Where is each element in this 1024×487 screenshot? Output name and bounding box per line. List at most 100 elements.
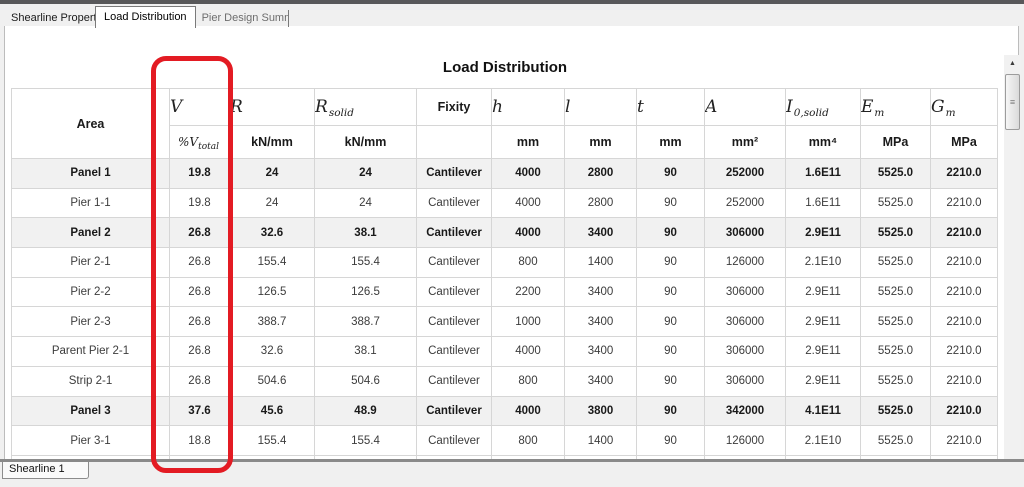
table-cell: 800	[491, 247, 565, 278]
table-cell: 2.9E11	[785, 336, 861, 367]
table-row: Panel 2 26.8 32.6 38.1 Cantilever 4000 3400 90 3…	[11, 217, 998, 249]
table-cell: 2210.0	[930, 365, 998, 397]
table-cell: 5525.0	[860, 336, 931, 367]
table-cell: 26.8	[169, 247, 230, 278]
table-cell: 2200	[491, 276, 565, 308]
table-cell: 800	[491, 425, 565, 456]
table-cell: 1.6E11	[785, 158, 861, 189]
table-row: Pier 2-2 26.8 126.5 126.5 Cantilever 2200 3400…	[11, 276, 998, 308]
scroll-up-icon[interactable]: ▲	[1004, 55, 1021, 72]
load-distribution-panel: Load Distribution Area V R Rsolid Fixity h l t A…	[4, 26, 1021, 484]
table-cell: 90	[636, 158, 705, 189]
scrollbar-thumb[interactable]: ≡	[1005, 74, 1020, 130]
unit-text: mm	[516, 135, 540, 149]
table-cell: 5525.0	[860, 276, 931, 308]
unit-text: MPa	[951, 135, 977, 149]
cell-area: Pier 2-1	[11, 247, 170, 278]
table-row: Panel 1 19.8 24 24 Cantilever 4000 2800 90 25200…	[11, 158, 998, 189]
load-distribution-table: Area V R Rsolid Fixity h l t A I0,solid Em Gm %Vtota…	[11, 88, 998, 484]
table-cell: 38.1	[314, 336, 417, 367]
table-cell: 342000	[704, 395, 786, 427]
table-cell: 4.1E11	[785, 395, 861, 427]
column-symbol-subscript: m	[945, 107, 956, 119]
table-cell: 2800	[564, 187, 637, 219]
table-cell: 155.4	[314, 425, 417, 456]
table-cell: 24	[229, 187, 315, 219]
table-cell: 306000	[704, 276, 786, 308]
table-cell: 90	[636, 425, 705, 456]
table-cell: 5525.0	[860, 247, 931, 278]
cell-area: Pier 1-1	[11, 187, 170, 219]
column-symbol: Fixity	[437, 100, 471, 114]
column-unit: mm	[636, 125, 705, 159]
table-cell: 252000	[704, 187, 786, 219]
table-cell: 1000	[491, 306, 565, 338]
table-cell: Cantilever	[416, 217, 492, 249]
table-cell: 5525.0	[860, 158, 931, 189]
unit-text: mm	[589, 135, 612, 149]
table-cell: Cantilever	[416, 425, 492, 456]
column-unit: mm	[491, 125, 565, 159]
table-cell: 90	[636, 395, 705, 427]
unit-text: MPa	[882, 135, 909, 149]
table-cell: 26.8	[169, 217, 230, 249]
column-unit: mm	[564, 125, 637, 159]
column-symbol-subscript: m	[874, 107, 885, 119]
vertical-scrollbar[interactable]: ▲ ≡ ▼	[1004, 55, 1021, 483]
column-unit: MPa	[930, 125, 998, 159]
column-symbol: h	[492, 97, 503, 117]
table-cell: 1400	[564, 425, 637, 456]
table-cell: Cantilever	[416, 306, 492, 338]
tab-load-distribution[interactable]: Load Distribution	[95, 6, 196, 28]
tab-strip: Shearline Properties Load Distribution P…	[5, 4, 289, 28]
table-cell: 2210.0	[930, 187, 998, 219]
table-cell: 388.7	[229, 306, 315, 338]
table-cell: 2800	[564, 158, 637, 189]
unit-text: kN/mm	[251, 135, 293, 149]
column-header-fixity: Fixity	[416, 88, 492, 126]
table-cell: 26.8	[169, 306, 230, 338]
column-unit: kN/mm	[314, 125, 417, 159]
tab-pier-design-summary[interactable]: Pier Design Summary	[196, 10, 289, 27]
table-cell: 90	[636, 217, 705, 249]
column-header-h: h	[491, 88, 565, 126]
column-symbol-subscript: 0,solid	[793, 107, 829, 119]
table-cell: 90	[636, 306, 705, 338]
table-cell: 3400	[564, 217, 637, 249]
cell-area: Pier 2-2	[11, 276, 170, 308]
table-cell: 306000	[704, 306, 786, 338]
column-symbol: R	[230, 97, 243, 117]
table-cell: 2210.0	[930, 276, 998, 308]
column-header-l: l	[564, 88, 637, 126]
unit-text: %V	[178, 135, 199, 149]
column-symbol: R	[315, 97, 328, 117]
cell-area: Panel 1	[11, 158, 170, 189]
column-header-r-solid: Rsolid	[314, 88, 417, 126]
tab-shearline-properties[interactable]: Shearline Properties	[11, 12, 95, 24]
table-row: Pier 2-1 26.8 155.4 155.4 Cantilever 800 1400 9…	[11, 247, 998, 278]
table-cell: 2.9E11	[785, 217, 861, 249]
page-title: Load Distribution	[442, 59, 568, 76]
table-cell: 37.6	[169, 395, 230, 427]
column-header-r: R	[229, 88, 315, 126]
column-symbol: V	[170, 97, 183, 117]
column-header-t: t	[636, 88, 705, 126]
table-cell: 26.8	[169, 276, 230, 308]
cell-area: Parent Pier 2-1	[11, 336, 170, 367]
table-cell: 4000	[491, 217, 565, 249]
table-cell: 306000	[704, 365, 786, 397]
unit-text: kN/mm	[344, 135, 387, 149]
table-cell: 3400	[564, 365, 637, 397]
column-symbol: t	[637, 97, 644, 117]
sheet-tab-shearline-1[interactable]: Shearline 1	[2, 462, 89, 479]
column-unit: %Vtotal	[169, 125, 230, 159]
column-unit	[416, 125, 492, 159]
table-cell: 252000	[704, 158, 786, 189]
table-cell: 32.6	[229, 336, 315, 367]
column-header-a: A	[704, 88, 786, 126]
table-cell: 26.8	[169, 365, 230, 397]
table-cell: 126.5	[229, 276, 315, 308]
table-cell: 2.9E11	[785, 365, 861, 397]
table-cell: 19.8	[169, 187, 230, 219]
column-header-e-m: Em	[860, 88, 931, 126]
